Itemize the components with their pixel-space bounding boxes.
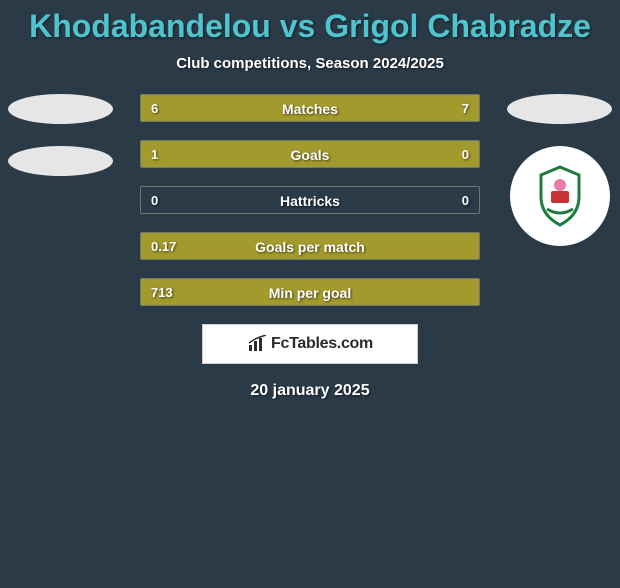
stat-right-value: 0 (462, 187, 469, 214)
right-club-logo (510, 146, 610, 246)
club-crest-icon (525, 161, 595, 231)
stat-right-value: 0 (462, 141, 469, 168)
right-country-flag (507, 94, 612, 124)
page-title: Khodabandelou vs Grigol Chabradze (0, 8, 620, 45)
stat-row: 1 Goals 0 (140, 140, 480, 168)
stat-right-value: 7 (462, 95, 469, 122)
watermark-text: FcTables.com (271, 335, 373, 353)
stat-row: 0.17 Goals per match (140, 232, 480, 260)
left-country-flag (8, 94, 113, 124)
chart-icon (247, 335, 269, 353)
watermark: FcTables.com (202, 324, 418, 364)
stat-label: Goals (141, 141, 479, 167)
left-club-flag (8, 146, 113, 176)
subtitle: Club competitions, Season 2024/2025 (0, 55, 620, 72)
stat-row: 6 Matches 7 (140, 94, 480, 122)
left-player-badges (8, 94, 113, 176)
stat-label: Matches (141, 95, 479, 121)
right-player-badges (507, 94, 612, 246)
stat-row: 713 Min per goal (140, 278, 480, 306)
stat-bars: 6 Matches 7 1 Goals 0 0 Hattricks 0 0.17… (140, 94, 480, 306)
stat-label: Min per goal (141, 279, 479, 305)
stat-label: Hattricks (141, 187, 479, 213)
stat-row: 0 Hattricks 0 (140, 186, 480, 214)
stat-label: Goals per match (141, 233, 479, 259)
date: 20 january 2025 (0, 382, 620, 400)
comparison-panel: 6 Matches 7 1 Goals 0 0 Hattricks 0 0.17… (0, 94, 620, 400)
